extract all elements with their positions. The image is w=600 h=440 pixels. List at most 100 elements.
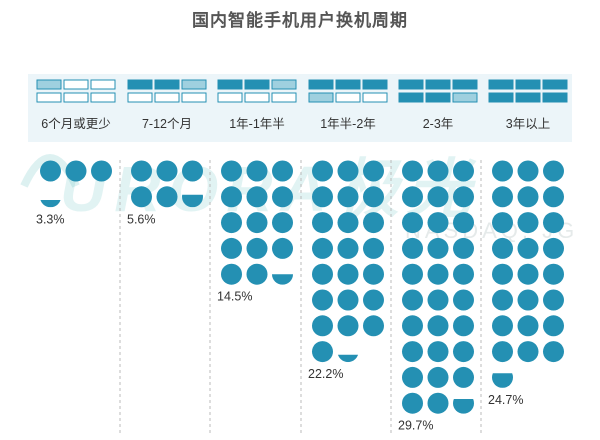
header-icon-cell (488, 79, 514, 90)
header-band (28, 74, 572, 142)
value-dot (312, 341, 333, 363)
value-dot (40, 160, 61, 182)
value-dot (543, 289, 564, 311)
partial-value-dot (337, 354, 359, 363)
value-dot (221, 237, 242, 259)
header-icon-cell (127, 79, 153, 90)
value-dot (517, 263, 539, 285)
value-dot (543, 341, 564, 363)
value-dot (312, 315, 333, 337)
value-dot (221, 212, 242, 234)
value-dot (363, 263, 384, 285)
partial-value-dot (182, 194, 203, 208)
value-dot (492, 263, 513, 285)
header-icon-cell (398, 79, 424, 90)
value-dot (402, 392, 423, 414)
value-dot (272, 237, 293, 259)
value-dot (543, 315, 564, 337)
value-dot (427, 289, 449, 311)
value-dot (246, 212, 268, 234)
value-dot (492, 315, 513, 337)
header-icon-cell (542, 79, 568, 90)
value-dot (246, 186, 268, 208)
value-dot (91, 160, 112, 182)
value-dot (182, 160, 203, 182)
header-icon-cell (452, 79, 478, 90)
value-label: 3.3% (36, 212, 65, 226)
value-dot (363, 212, 384, 234)
value-dot (363, 289, 384, 311)
value-dot (492, 186, 513, 208)
value-dot (246, 263, 268, 285)
value-dot (402, 237, 423, 259)
value-dot (221, 186, 242, 208)
value-dot (363, 237, 384, 259)
header-icon-cell (425, 79, 451, 90)
category-label: 1年半-2年 (320, 117, 376, 131)
value-dot (337, 237, 359, 259)
header-icon-cell (154, 79, 180, 90)
header-icon-cell (154, 92, 180, 103)
value-dot (427, 160, 449, 182)
category-label: 1年-1年半 (229, 117, 285, 131)
value-dot (402, 186, 423, 208)
value-dot (517, 212, 539, 234)
value-dot (517, 160, 539, 182)
header-icon-cell (452, 92, 478, 103)
value-dot (312, 212, 333, 234)
value-dot (272, 186, 293, 208)
value-dot (543, 186, 564, 208)
value-dot (337, 315, 359, 337)
header-icon-cell (542, 92, 568, 103)
header-icon-cell (63, 92, 89, 103)
value-dot (517, 237, 539, 259)
value-dot (363, 160, 384, 182)
value-dot (492, 212, 513, 234)
value-dot (272, 212, 293, 234)
header-icon-cell (515, 79, 541, 90)
value-dot (337, 160, 359, 182)
header-icon-cell (90, 92, 116, 103)
value-dot (312, 186, 333, 208)
value-dot (492, 237, 513, 259)
value-dot (312, 263, 333, 285)
header-icon-cell (362, 92, 388, 103)
value-dot (402, 263, 423, 285)
value-dot (221, 160, 242, 182)
value-dot (492, 341, 513, 363)
value-dot (312, 289, 333, 311)
value-dot (453, 237, 474, 259)
value-dot (453, 263, 474, 285)
value-dot (131, 160, 152, 182)
value-dot (427, 315, 449, 337)
value-dot (453, 160, 474, 182)
value-dot (337, 263, 359, 285)
header-icon-cell (398, 92, 424, 103)
header-icon-cell (271, 79, 297, 90)
value-dot (402, 341, 423, 363)
value-label: 29.7% (398, 419, 433, 433)
value-dot (543, 263, 564, 285)
value-dot (312, 237, 333, 259)
value-dot (402, 366, 423, 388)
value-label: 22.2% (308, 367, 343, 381)
value-dot (131, 186, 152, 208)
header-icon-cell (335, 79, 361, 90)
value-dot (246, 237, 268, 259)
value-dot (337, 289, 359, 311)
value-dot (427, 366, 449, 388)
value-dot (427, 212, 449, 234)
header-icon-cell (515, 92, 541, 103)
value-dot (427, 392, 449, 414)
value-dot (492, 160, 513, 182)
value-dot (363, 186, 384, 208)
value-dot (453, 289, 474, 311)
value-dot (453, 366, 474, 388)
header-icon-cell (181, 92, 207, 103)
value-dot (517, 289, 539, 311)
value-dot (543, 237, 564, 259)
header-icon-cell (127, 92, 153, 103)
value-label: 5.6% (127, 212, 156, 226)
value-dot (156, 186, 178, 208)
